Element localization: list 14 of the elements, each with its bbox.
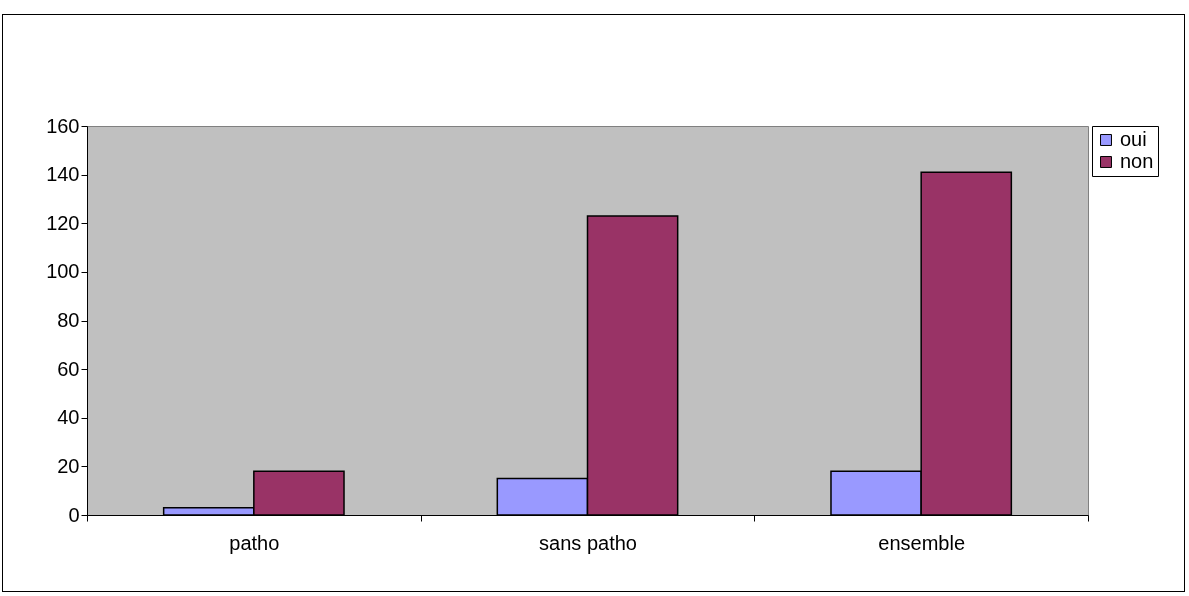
x-tick-label: sans patho — [539, 531, 637, 554]
y-tick-label: 140 — [46, 163, 80, 186]
y-tick-label: 40 — [57, 406, 80, 429]
y-tick-label: 160 — [46, 114, 80, 137]
x-tick-label: ensemble — [878, 531, 966, 554]
y-tick-label: 100 — [46, 260, 80, 283]
x-tick-label: patho — [229, 531, 280, 554]
legend-label: oui — [1120, 128, 1147, 150]
y-tick-label: 20 — [57, 454, 80, 477]
y-tick-label: 60 — [57, 357, 80, 380]
y-tick-label: 0 — [68, 503, 80, 526]
y-tick-label: 80 — [57, 309, 80, 331]
legend-label: non — [1120, 150, 1154, 172]
y-tick-label: 120 — [46, 211, 80, 234]
